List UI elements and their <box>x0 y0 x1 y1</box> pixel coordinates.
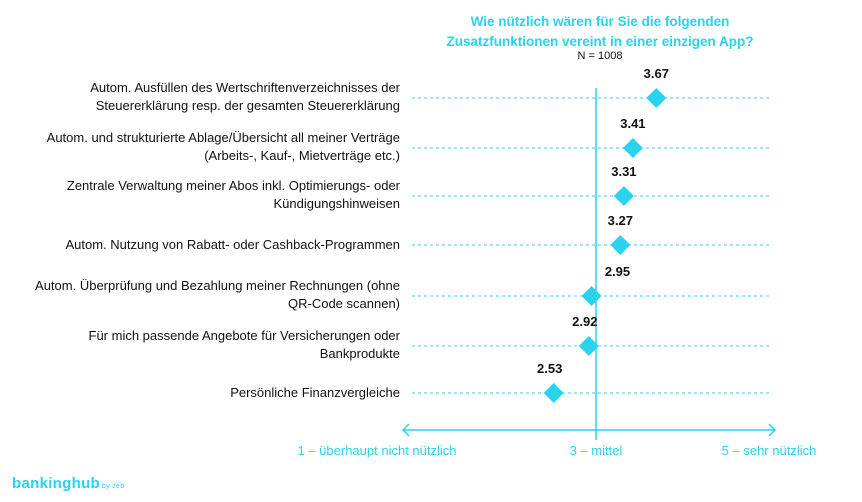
chart-subtitle: N = 1008 <box>577 50 623 62</box>
axis-arrow-left <box>401 423 410 437</box>
category-label: Autom. und strukturierte Ablage/Übersich… <box>46 130 400 163</box>
axis-label-max: 5 – sehr nützlich <box>721 443 817 458</box>
data-label: 3.27 <box>608 213 633 228</box>
data-label: 2.92 <box>572 314 597 329</box>
data-label: 2.95 <box>605 264 630 279</box>
data-label: 3.67 <box>644 66 669 81</box>
data-point-diamond <box>610 235 631 255</box>
chart-title: Wie nützlich wären für Sie die folgenden… <box>446 14 754 49</box>
category-label: Für mich passende Angebote für Versicher… <box>88 328 400 361</box>
category-label: Persönliche Finanzvergleiche <box>230 385 400 400</box>
data-label: 2.53 <box>537 361 562 376</box>
category-label: Zentrale Verwaltung meiner Abos inkl. Op… <box>66 178 400 211</box>
data-label: 3.31 <box>611 164 636 179</box>
axis-label-min: 1 – überhaupt nicht nützlich <box>297 443 457 458</box>
bankinghub-logo: bankinghub by zeb <box>12 475 125 492</box>
data-point-diamond <box>646 88 667 108</box>
data-point-diamond <box>581 286 602 306</box>
data-point-diamond <box>622 138 643 158</box>
data-point-diamond <box>578 336 599 356</box>
axis-label-mid: 3 – mittel <box>569 443 623 458</box>
data-point-diamond <box>543 383 564 403</box>
category-label: Autom. Ausfüllen des Wertschriftenverzei… <box>90 80 400 113</box>
data-point-diamond <box>613 186 634 206</box>
category-label: Autom. Überprüfung und Bezahlung meiner … <box>35 278 400 311</box>
category-label: Autom. Nutzung von Rabatt- oder Cashback… <box>65 237 400 252</box>
axis-arrow-right <box>768 423 777 437</box>
data-label: 3.41 <box>620 116 645 131</box>
